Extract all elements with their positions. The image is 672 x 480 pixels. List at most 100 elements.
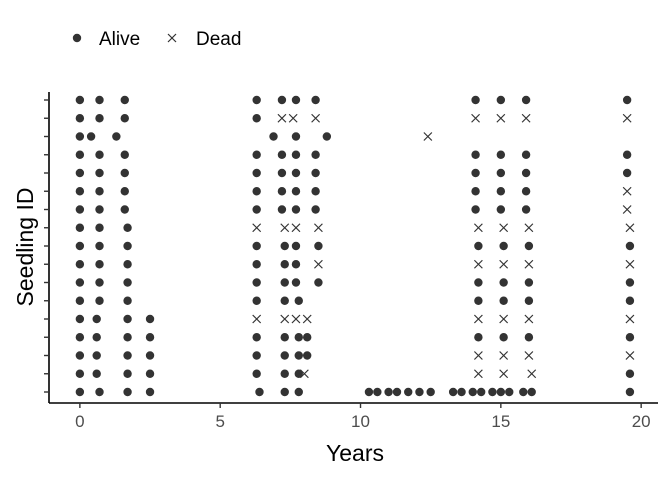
point-alive bbox=[488, 387, 497, 397]
point-alive bbox=[622, 150, 632, 159]
point-alive bbox=[92, 351, 101, 360]
point-alive bbox=[252, 351, 261, 360]
point-alive bbox=[527, 387, 536, 397]
point-alive bbox=[277, 168, 287, 178]
point-alive bbox=[404, 387, 413, 397]
point-alive bbox=[95, 241, 104, 251]
point-alive bbox=[252, 114, 261, 123]
point-alive bbox=[95, 150, 104, 159]
point-alive bbox=[277, 150, 287, 159]
point-alive bbox=[252, 168, 261, 178]
legend-alive-label: Alive bbox=[99, 29, 140, 50]
point-alive bbox=[426, 387, 435, 397]
point-alive bbox=[314, 278, 323, 287]
point-dead bbox=[423, 132, 433, 141]
point-dead bbox=[625, 314, 635, 324]
point-alive bbox=[521, 150, 531, 159]
point-alive bbox=[364, 387, 374, 397]
point-alive bbox=[625, 296, 635, 305]
point-alive bbox=[471, 168, 480, 178]
point-alive bbox=[448, 387, 458, 397]
point-dead bbox=[622, 205, 632, 214]
point-alive bbox=[75, 296, 85, 305]
point-alive bbox=[384, 387, 393, 397]
point-alive bbox=[95, 205, 104, 214]
point-dead bbox=[499, 259, 509, 269]
point-dead bbox=[473, 223, 483, 233]
point-alive bbox=[252, 369, 261, 378]
point-dead bbox=[313, 223, 323, 233]
point-dead bbox=[625, 351, 635, 360]
point-alive bbox=[92, 314, 101, 324]
y-axis-title: Seedling ID bbox=[12, 188, 38, 307]
point-alive bbox=[415, 387, 424, 397]
point-alive bbox=[277, 187, 287, 196]
point-alive bbox=[373, 387, 382, 397]
point-alive bbox=[280, 241, 289, 251]
point-alive bbox=[277, 95, 287, 105]
point-alive bbox=[123, 351, 132, 360]
point-alive bbox=[311, 95, 320, 105]
legend-alive-marker bbox=[72, 33, 82, 43]
x-tick-label: 5 bbox=[215, 412, 224, 431]
point-alive bbox=[75, 241, 85, 251]
point-alive bbox=[499, 333, 508, 342]
point-alive bbox=[474, 278, 483, 287]
point-alive bbox=[75, 351, 85, 360]
point-alive bbox=[302, 351, 312, 360]
point-alive bbox=[294, 333, 303, 342]
point-alive bbox=[280, 260, 289, 269]
point-alive bbox=[291, 132, 301, 141]
point-alive bbox=[252, 278, 261, 287]
point-alive bbox=[280, 278, 289, 287]
point-alive bbox=[92, 369, 101, 378]
point-alive bbox=[120, 168, 129, 178]
point-alive bbox=[75, 333, 85, 342]
point-alive bbox=[145, 351, 155, 360]
point-alive bbox=[145, 369, 155, 378]
point-alive bbox=[123, 333, 132, 342]
point-alive bbox=[123, 260, 132, 269]
point-alive bbox=[521, 168, 531, 178]
point-alive bbox=[625, 369, 635, 378]
point-dead bbox=[471, 113, 481, 123]
point-alive bbox=[277, 205, 287, 214]
point-dead bbox=[291, 223, 301, 233]
point-dead bbox=[473, 351, 483, 360]
point-alive bbox=[75, 150, 85, 159]
point-alive bbox=[95, 95, 104, 105]
point-alive bbox=[524, 241, 534, 251]
point-alive bbox=[280, 369, 289, 378]
point-dead bbox=[499, 223, 509, 233]
point-dead bbox=[622, 186, 632, 196]
legend-dead-label: Dead bbox=[196, 29, 241, 50]
point-dead bbox=[473, 259, 483, 269]
point-dead bbox=[499, 351, 509, 360]
point-dead bbox=[527, 369, 537, 379]
point-alive bbox=[519, 387, 528, 397]
x-axis-title: Years bbox=[326, 440, 384, 466]
point-dead bbox=[252, 314, 262, 324]
point-dead bbox=[473, 314, 483, 324]
point-dead bbox=[299, 369, 309, 379]
point-alive bbox=[280, 351, 289, 360]
point-alive bbox=[252, 296, 261, 305]
point-dead bbox=[280, 314, 290, 324]
point-alive bbox=[499, 296, 508, 305]
point-alive bbox=[75, 205, 85, 214]
point-alive bbox=[294, 351, 303, 360]
point-alive bbox=[145, 314, 155, 324]
point-alive bbox=[291, 187, 301, 196]
point-alive bbox=[75, 387, 85, 397]
point-alive bbox=[471, 205, 480, 214]
point-alive bbox=[75, 278, 85, 287]
point-alive bbox=[291, 241, 301, 251]
legend: Alive Dead bbox=[72, 29, 241, 50]
point-alive bbox=[95, 187, 104, 196]
point-dead bbox=[291, 314, 301, 324]
point-alive bbox=[496, 150, 506, 159]
point-alive bbox=[291, 168, 301, 178]
point-alive bbox=[255, 387, 264, 397]
point-alive bbox=[291, 278, 301, 287]
